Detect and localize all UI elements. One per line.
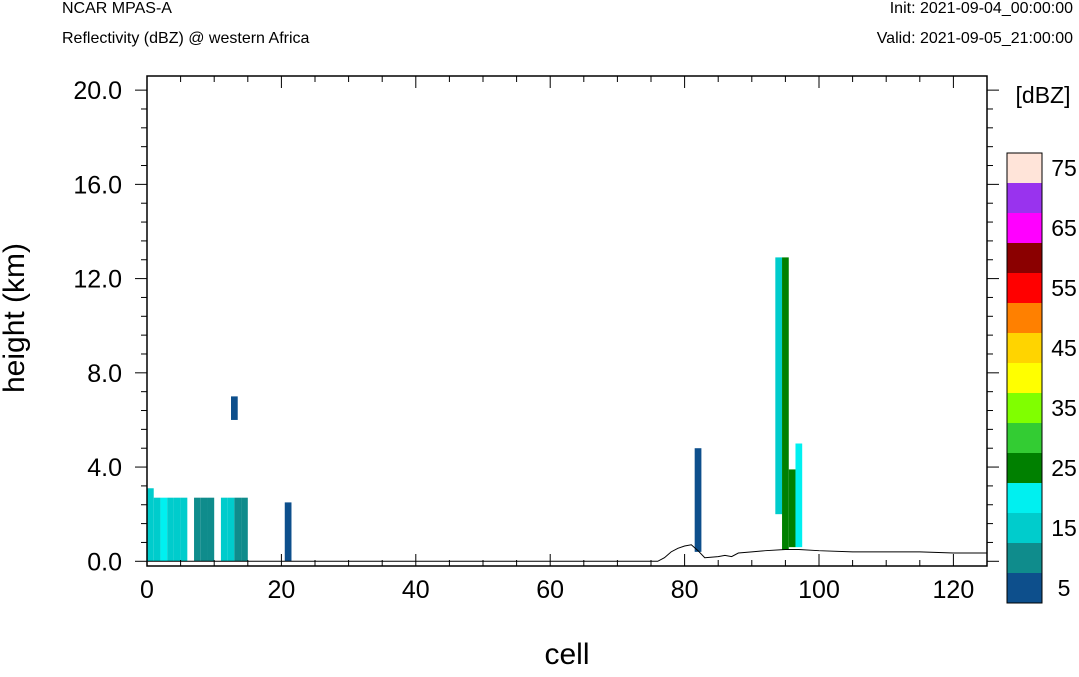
init-time: Init: 2021-09-04_00:00:00 (889, 0, 1073, 17)
reflectivity-cells (147, 257, 803, 562)
colorbar-label: 75 (1051, 155, 1077, 181)
colorbar-swatch (1007, 183, 1042, 213)
reflectivity-cell (173, 497, 181, 562)
colorbar-label: 45 (1051, 335, 1077, 361)
reflectivity-cell (231, 396, 238, 420)
colorbar-label: 35 (1051, 395, 1077, 421)
colorbar-swatch (1007, 423, 1042, 453)
reflectivity-cell (220, 497, 228, 562)
reflectivity-cell (207, 497, 215, 562)
colorbar-swatch (1007, 273, 1042, 303)
colorbar-swatch (1007, 213, 1042, 243)
colorbar-swatch (1007, 153, 1042, 183)
reflectivity-cell (241, 497, 248, 562)
colorbar-swatch (1007, 243, 1042, 273)
colorbar-swatch (1007, 453, 1042, 483)
x-tick-label: 40 (402, 576, 430, 604)
colorbar-swatch (1007, 393, 1042, 423)
x-tick-label: 100 (798, 576, 840, 604)
colorbar-swatch (1007, 483, 1042, 513)
y-tick-label: 8.0 (87, 360, 122, 388)
y-tick-label: 4.0 (87, 454, 122, 482)
x-tick-label: 20 (267, 576, 295, 604)
reflectivity-cell (775, 257, 783, 515)
x-tick-label: 60 (536, 576, 564, 604)
y-tick-label: 16.0 (73, 171, 122, 199)
x-axis-label: cell (544, 638, 589, 671)
reflectivity-cell (694, 448, 702, 552)
colorbar: 5 15 25 35 45 55 65 75 (1006, 152, 1077, 604)
x-tick-label: 120 (933, 576, 975, 604)
reflectivity-cell (788, 469, 796, 548)
x-tick-label: 80 (671, 576, 699, 604)
plot-frame (146, 75, 988, 567)
x-tick-label: 0 (140, 576, 154, 604)
reflectivity-cell (147, 488, 154, 562)
model-name: NCAR MPAS-A (62, 0, 172, 17)
colorbar-label: 55 (1051, 275, 1077, 301)
reflectivity-cell (234, 497, 242, 562)
reflectivity-cell (795, 443, 803, 548)
colorbar-unit: [dBZ] (1016, 82, 1071, 108)
colorbar-label: 65 (1051, 215, 1077, 241)
reflectivity-cell (153, 497, 161, 562)
colorbar-swatch (1007, 333, 1042, 363)
y-axis: 0.0 4.0 8.0 12.0 16.0 20.0 (73, 77, 999, 576)
reflectivity-cell (227, 497, 235, 562)
colorbar-swatch (1007, 543, 1042, 573)
reflectivity-cell (160, 497, 168, 562)
colorbar-swatch (1007, 303, 1042, 333)
valid-time: Valid: 2021-09-05_21:00:00 (876, 30, 1073, 47)
plot-subtitle: Reflectivity (dBZ) @ western Africa (62, 30, 310, 47)
y-tick-label: 12.0 (73, 266, 122, 294)
colorbar-label: 5 (1058, 575, 1071, 601)
y-tick-label: 0.0 (87, 548, 122, 576)
x-axis: 0 20 40 60 80 100 120 (140, 76, 988, 604)
colorbar-swatch (1007, 573, 1042, 603)
reflectivity-cell (167, 497, 174, 562)
reflectivity-cell (180, 497, 188, 562)
terrain-profile (147, 544, 987, 562)
colorbar-label: 15 (1051, 515, 1077, 541)
reflectivity-cell (200, 497, 208, 562)
y-tick-label: 20.0 (73, 77, 122, 105)
y-axis-label: height (km) (0, 243, 31, 393)
colorbar-frame (1006, 152, 1043, 604)
reflectivity-cell (284, 502, 292, 562)
reflectivity-cell (194, 497, 201, 562)
colorbar-swatch (1007, 513, 1042, 543)
reflectivity-cell (782, 257, 789, 550)
colorbar-label: 25 (1051, 455, 1077, 481)
colorbar-swatch (1007, 363, 1042, 393)
